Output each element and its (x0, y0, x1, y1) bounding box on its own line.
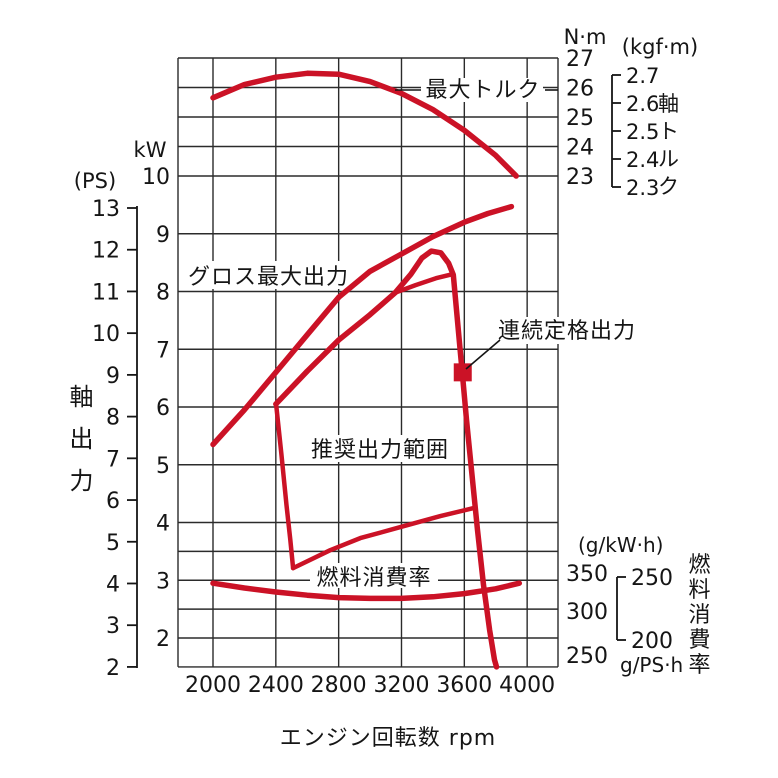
ps-tick-label: 13 (92, 197, 120, 222)
kgfm-tick-label: 2.3 (626, 176, 659, 200)
x-tick-label: 2800 (311, 673, 367, 698)
continuous-rated-output-label: 連続定格出力 (498, 319, 636, 344)
gpsh-tick-label: 250 (631, 566, 673, 591)
x-tick-label: 2400 (248, 673, 304, 698)
max-torque-label: 最大トルク (425, 78, 540, 103)
gpsh-unit-label: g/PS·h (620, 653, 683, 677)
x-axis-title: エンジン回転数 rpm (280, 726, 496, 751)
gross-max-output-curve (210, 203, 515, 448)
fuel-consumption-label: 燃料消費率 (316, 566, 431, 591)
gkwh-tick-label: 350 (566, 562, 608, 587)
recommended-range-left-curve (273, 401, 296, 571)
kw-tick-label: 5 (156, 454, 170, 479)
fuel-consumption-curve (210, 580, 523, 602)
x-tick-label: 3200 (373, 673, 429, 698)
kgfm-tick-label: 2.6 (626, 92, 659, 116)
ps-tick-label: 12 (92, 239, 120, 264)
gpsh-tick-label: 200 (631, 629, 673, 654)
x-tick-label: 4000 (499, 673, 555, 698)
kw-tick-label: 6 (156, 396, 170, 421)
torque-axis-title: ク (658, 175, 680, 199)
ps-tick-label: 4 (106, 572, 120, 597)
torque-axis-title: ル (658, 147, 680, 171)
recommended-range-label-bg (307, 435, 453, 462)
nm-tick-label: 27 (566, 47, 594, 72)
power-axis-title: 力 (70, 467, 95, 495)
kw-tick-label: 4 (156, 512, 170, 537)
max-torque-label-bg (421, 78, 543, 102)
kw-tick-label: 7 (156, 338, 170, 363)
rated-output-leader (465, 339, 501, 370)
power-axis-title: 出 (70, 425, 95, 453)
kgfm-tick-label: 2.4 (626, 148, 659, 172)
recommended-range-top-curve (392, 271, 455, 295)
ps-tick-label: 5 (106, 531, 120, 556)
ps-tick-label: 9 (106, 364, 120, 389)
kw-tick-label: 8 (156, 281, 170, 306)
ps-unit-label: (PS) (74, 169, 116, 193)
axis-structures (127, 74, 626, 668)
gkwh-tick-label: 300 (566, 600, 608, 625)
gkwh-unit-label: (g/kW·h) (578, 533, 663, 557)
kw-tick-label: 3 (156, 569, 170, 594)
nm-tick-label: 25 (566, 106, 594, 131)
fuel-axis-title: 費 (688, 628, 711, 653)
nm-tick-label: 23 (566, 165, 594, 190)
ps-tick-label: 8 (106, 406, 120, 431)
ps-tick-label: 6 (106, 489, 120, 514)
kw-tick-label: 9 (156, 223, 170, 248)
fuel-axis-title: 消 (688, 603, 711, 628)
recommended-range-bottom-curve (290, 505, 476, 571)
kgfm-tick-label: 2.7 (626, 64, 659, 88)
fuel-label-bg (310, 563, 438, 588)
ps-tick-label: 11 (92, 280, 120, 305)
nm-tick-label: 26 (566, 77, 594, 102)
ps-tick-label: 2 (106, 656, 120, 681)
ps-tick-label: 3 (106, 614, 120, 639)
nm-tick-label: 24 (566, 136, 594, 161)
rated-output-label-bg (494, 317, 640, 344)
fuel-axis-title: 率 (688, 653, 711, 678)
gross-output-label-bg (184, 261, 356, 289)
ps-tick-label: 10 (92, 322, 120, 347)
gross-max-output-label: グロス最大出力 (188, 265, 349, 290)
ps-tick-label: 7 (106, 447, 120, 472)
max-torque-curve (210, 70, 519, 179)
label-backgrounds (184, 78, 640, 588)
gkwh-tick-label: 250 (566, 644, 608, 669)
power-axis-title: 軸 (70, 383, 95, 411)
fuel-axis-title: 料 (688, 578, 711, 603)
kw-unit-label: kW (134, 138, 167, 162)
x-tick-label: 2000 (185, 673, 241, 698)
kgfm-unit-label: (kgf·m) (622, 35, 698, 59)
grid (177, 57, 559, 668)
kgfm-tick-label: 2.5 (626, 120, 659, 144)
recommended-range-label: 推奨出力範囲 (311, 438, 449, 463)
tick-labels: 2000 2400 2800 3200 3600 40001098765432131211… (70, 47, 711, 698)
kw-tick-label: 2 (156, 627, 170, 652)
fuel-axis-title: 燃 (688, 553, 711, 578)
x-tick-label: 3600 (436, 673, 492, 698)
torque-axis-title: ト (658, 120, 680, 144)
nm-unit-label: N·m (564, 25, 607, 49)
torque-axis-title: 軸 (658, 92, 680, 116)
kw-tick-label: 10 (142, 165, 170, 190)
